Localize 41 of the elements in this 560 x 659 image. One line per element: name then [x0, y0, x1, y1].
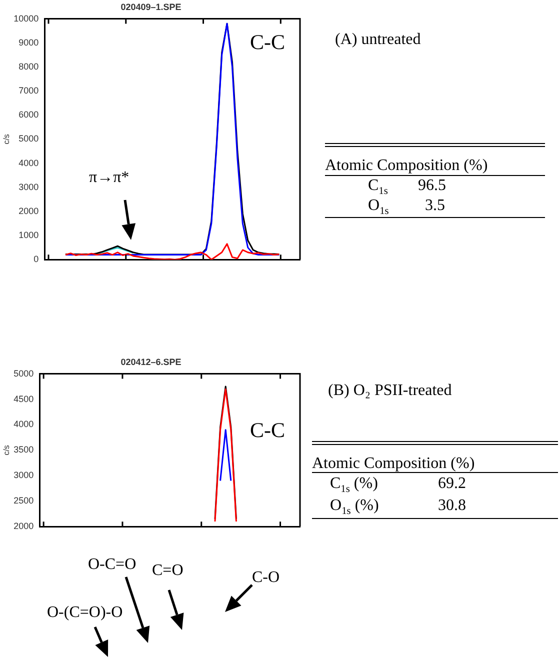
- text: O$_{1s}$: [368, 197, 389, 218]
- text: (A) untreated: [335, 31, 421, 48]
- y-tick-label: 7000: [18, 86, 39, 96]
- y-axis-title: c/s: [2, 445, 12, 456]
- text: (B) O₂ PSII-treated: [328, 382, 452, 399]
- text: Atomic Composition (%): [325, 157, 488, 174]
- y-tick-label: 4000: [18, 158, 39, 168]
- y-tick-label: 2000: [14, 521, 34, 532]
- chart-title: 020412–6.SPE: [120, 356, 182, 367]
- text: 96.5: [418, 177, 446, 194]
- y-tick-label: 2500: [14, 496, 34, 506]
- y-tick-label: 1000: [18, 230, 39, 240]
- text: C$_{1s}$ (%): [330, 475, 378, 496]
- text: C=O: [152, 562, 184, 579]
- y-tick-label: 6000: [18, 110, 39, 120]
- y-tick-label: 4000: [14, 419, 34, 430]
- y-tick-label: 5000: [18, 134, 39, 144]
- y-tick-label: 8000: [18, 61, 39, 72]
- y-tick-label: 9000: [18, 37, 39, 48]
- annotation: C-C: [250, 418, 286, 442]
- y-tick-label: 4500: [14, 394, 34, 404]
- text: O-(C=O)-O: [47, 604, 123, 621]
- annotation: π→π*: [89, 169, 130, 186]
- text: Atomic Composition (%): [312, 455, 475, 472]
- text: 3.5: [425, 197, 445, 214]
- y-tick-label: 10000: [14, 13, 39, 24]
- text: 69.2: [438, 475, 466, 492]
- y-tick-label: 2000: [18, 206, 39, 216]
- y-tick-label: 5000: [14, 368, 34, 378]
- text: C$_{1s}$: [368, 177, 388, 198]
- text: O-C=O: [88, 556, 136, 573]
- text: C-O: [252, 569, 280, 586]
- chart-title: 020409–1.SPE: [120, 2, 182, 12]
- y-tick-label: 3000: [14, 470, 34, 480]
- text: 30.8: [438, 497, 466, 514]
- y-tick-label: 3500: [14, 444, 34, 455]
- y-axis-title: c/s: [2, 134, 12, 144]
- y-tick-label: 3000: [18, 182, 39, 192]
- text: O$_{1s}$ (%): [330, 497, 379, 518]
- annotation: C-C: [250, 30, 286, 54]
- y-tick-label: 0: [34, 254, 39, 264]
